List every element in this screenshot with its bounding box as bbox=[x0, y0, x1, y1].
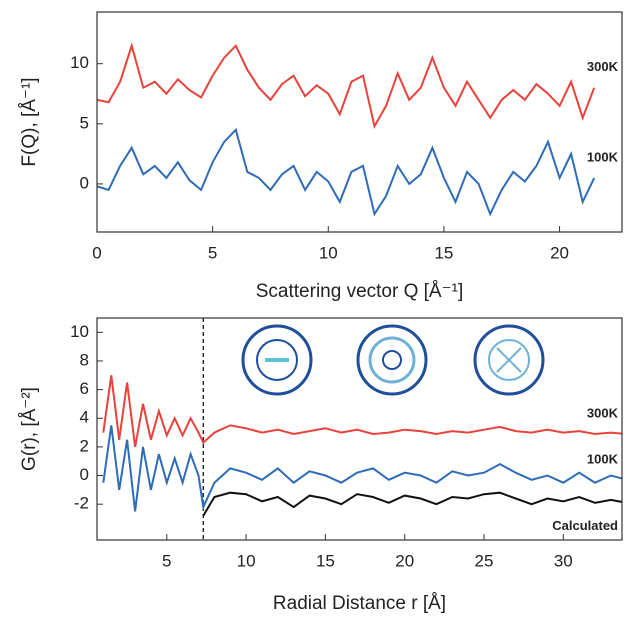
series-label: 100K bbox=[587, 451, 619, 466]
y-tick-label: 10 bbox=[70, 53, 89, 72]
x-axis-label: Radial Distance r [Å] bbox=[273, 593, 446, 614]
molecule-icon bbox=[256, 339, 298, 381]
data-line bbox=[97, 42, 596, 129]
panel: 5 10 15 20 25 30 -2 0 2 4 6 8 10 Radial Distance r [Å… bbox=[19, 317, 623, 614]
plot-area: 300K 100K bbox=[97, 42, 619, 217]
x-tick-label: 10 bbox=[319, 243, 338, 262]
molecule-icons bbox=[241, 324, 545, 396]
plot-area: 300K 100K Calculated bbox=[102, 318, 622, 540]
x-tick-label: 30 bbox=[554, 551, 573, 570]
series-label: 300K bbox=[587, 405, 619, 420]
molecule-icon bbox=[368, 336, 416, 384]
y-tick-label: 5 bbox=[80, 113, 89, 132]
x-tick-label: 10 bbox=[237, 551, 256, 570]
x-axis-label: Scattering vector Q [Å⁻¹] bbox=[256, 281, 464, 302]
x-tick-label: 25 bbox=[475, 551, 494, 570]
y-tick-label: 2 bbox=[80, 436, 89, 455]
series-label: Calculated bbox=[552, 518, 618, 533]
plot-frame bbox=[96, 317, 623, 541]
x-tick-label: 0 bbox=[92, 243, 101, 262]
x-tick-label: 20 bbox=[395, 551, 414, 570]
y-tick-label: 6 bbox=[80, 379, 89, 398]
data-line bbox=[97, 127, 596, 217]
y-axis-label: F(Q), [Å⁻¹] bbox=[19, 77, 40, 166]
y-tick-label: 8 bbox=[80, 350, 89, 369]
series-label: 100K bbox=[587, 149, 619, 164]
series-label: 300K bbox=[587, 59, 619, 74]
x-tick-label: 15 bbox=[434, 243, 453, 262]
molecule-icon bbox=[241, 324, 313, 396]
y-tick-label: 0 bbox=[80, 465, 89, 484]
data-line bbox=[102, 375, 622, 448]
data-line bbox=[202, 491, 622, 517]
y-tick-label: 4 bbox=[80, 408, 89, 427]
x-tick-label: 20 bbox=[550, 243, 569, 262]
x-tick-label: 5 bbox=[208, 243, 217, 262]
molecule-icon bbox=[473, 324, 545, 396]
y-tick-label: 10 bbox=[70, 322, 89, 341]
molecule-icon bbox=[496, 347, 522, 373]
x-tick-label: 15 bbox=[316, 551, 335, 570]
molecule-icon bbox=[382, 350, 402, 370]
x-tick-label: 5 bbox=[162, 551, 171, 570]
panel: 0 5 10 15 20 0 5 10 Scattering vector Q [Å⁻¹] F(Q… bbox=[19, 11, 623, 302]
y-tick-label: -2 bbox=[74, 494, 89, 513]
molecule-icon bbox=[488, 339, 530, 381]
plot-frame bbox=[96, 11, 623, 233]
y-tick-label: 0 bbox=[80, 173, 89, 192]
molecule-icon bbox=[356, 324, 428, 396]
data-line bbox=[102, 425, 622, 512]
y-axis-label: G(r), [Å⁻²] bbox=[19, 387, 40, 471]
